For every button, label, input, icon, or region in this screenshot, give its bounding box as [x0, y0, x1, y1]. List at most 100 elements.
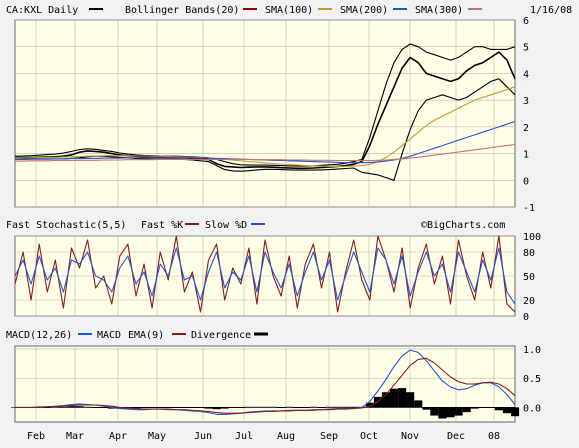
divergence-bar	[325, 406, 334, 408]
x-tick-label: Dec	[447, 431, 465, 442]
stoch-y-tick-label: 80	[523, 248, 535, 259]
stoch-y-tick-label: 20	[523, 296, 535, 307]
x-tick-label: Aug	[277, 431, 295, 442]
macd-y-tick-label: 1.0	[523, 345, 541, 356]
divergence-bar	[261, 406, 270, 408]
divergence-bar	[99, 407, 108, 408]
divergence-bar	[502, 407, 511, 414]
series-bb_upper-line	[14, 43, 516, 167]
divergence-bar	[115, 407, 124, 409]
divergence-bar	[107, 407, 116, 409]
macd-y-tick-label: 0.5	[523, 374, 541, 385]
price-y-tick-label: 0	[523, 176, 529, 187]
x-tick-label: Jun	[194, 431, 212, 442]
divergence-bar	[131, 407, 140, 409]
legend-bollinger-label: Bollinger Bands(20)	[125, 5, 239, 16]
stoch-title: Fast Stochastic(5,5)	[6, 220, 126, 231]
divergence-bar	[43, 407, 52, 408]
price-series-group	[14, 43, 516, 181]
price-grid	[15, 19, 515, 208]
divergence-bar	[277, 407, 286, 408]
divergence-bar	[180, 407, 189, 408]
divergence-bar	[244, 406, 253, 408]
watermark: ©BigCharts.com	[421, 220, 505, 231]
macd-ema-label: EMA(9)	[128, 330, 164, 341]
divergence-label: Divergence	[191, 330, 251, 341]
legend-sma300-label: SMA(300)	[415, 5, 463, 16]
divergence-bar	[309, 406, 318, 408]
divergence-bar	[317, 407, 326, 408]
divergence-bar	[67, 406, 76, 408]
date-label: 1/16/08	[530, 5, 572, 16]
stochastic-series-group	[14, 235, 516, 313]
divergence-bar	[349, 406, 358, 408]
price-y-tick-label: 6	[523, 16, 529, 27]
price-y-tick-label: -1	[523, 203, 535, 214]
price-y-tick-label: 5	[523, 43, 529, 54]
series-slow_d-line	[14, 247, 516, 305]
divergence-bar	[406, 392, 415, 408]
x-tick-label: Apr	[109, 431, 127, 442]
divergence-bar	[373, 396, 382, 408]
series-sma100-line	[15, 86, 516, 167]
divergence-bar	[438, 407, 447, 419]
price-y-tick-label: 1	[523, 150, 529, 161]
macd-y-tick-label: 0.0	[523, 403, 541, 414]
divergence-bar	[212, 407, 221, 410]
stochastic-grid	[15, 235, 515, 317]
stoch-y-tick-label: 100	[523, 232, 541, 243]
divergence-bar	[220, 407, 229, 409]
divergence-bar	[172, 407, 181, 408]
price-y-tick-label: 2	[523, 123, 529, 134]
symbol-label: CA:KXL Daily	[6, 5, 78, 16]
divergence-bar	[414, 400, 423, 408]
divergence-bar	[83, 406, 92, 408]
divergence-bar	[59, 406, 68, 408]
divergence-bar	[430, 407, 439, 416]
x-tick-label: Nov	[401, 431, 419, 442]
divergence-bar	[204, 407, 213, 409]
divergence-bar	[478, 407, 487, 408]
x-tick-label: May	[148, 431, 166, 442]
divergence-bar	[365, 402, 374, 408]
divergence-bar	[148, 407, 157, 408]
legend-sma200-label: SMA(200)	[340, 5, 388, 16]
price-axis: -1 0 1 2 3 4 5 6	[523, 16, 535, 214]
stochastic-axis: 0 20 50 80 100	[523, 232, 541, 323]
price-y-tick-label: 4	[523, 69, 529, 80]
divergence-bar	[341, 406, 350, 408]
x-axis: Feb Mar Apr May Jun Jul Aug Sep Oct Nov Dec 08	[27, 431, 500, 442]
divergence-bar	[236, 407, 245, 408]
divergence-bar	[511, 407, 520, 417]
divergence-bar	[398, 388, 407, 408]
macd-series-group	[11, 349, 520, 419]
divergence-bar	[91, 407, 100, 408]
divergence-bar	[285, 406, 294, 408]
divergence-bar	[252, 406, 261, 408]
divergence-bar	[293, 407, 302, 408]
stoch-fast-k-label: Fast %K	[141, 220, 183, 231]
divergence-bar	[196, 407, 205, 408]
divergence-bar	[269, 406, 278, 408]
divergence-bar	[422, 407, 431, 410]
divergence-bar	[470, 407, 479, 409]
macd-axis: 0.0 0.5 1.0	[523, 345, 541, 414]
divergence-bar	[494, 407, 503, 411]
divergence-bar	[333, 406, 342, 408]
stoch-y-tick-label: 0	[523, 312, 529, 323]
x-tick-label: 08	[488, 431, 500, 442]
price-panel	[14, 19, 516, 208]
price-y-tick-label: 3	[523, 96, 529, 107]
x-tick-label: Feb	[27, 431, 45, 442]
stoch-y-tick-label: 50	[523, 272, 535, 283]
divergence-bar	[446, 407, 455, 418]
divergence-bar	[381, 392, 390, 408]
divergence-bar	[486, 407, 495, 408]
series-price-line	[15, 51, 516, 170]
divergence-bar	[390, 388, 399, 408]
series-fast_k-line	[14, 235, 516, 313]
x-tick-label: Mar	[66, 431, 84, 442]
divergence-bar	[156, 407, 165, 408]
